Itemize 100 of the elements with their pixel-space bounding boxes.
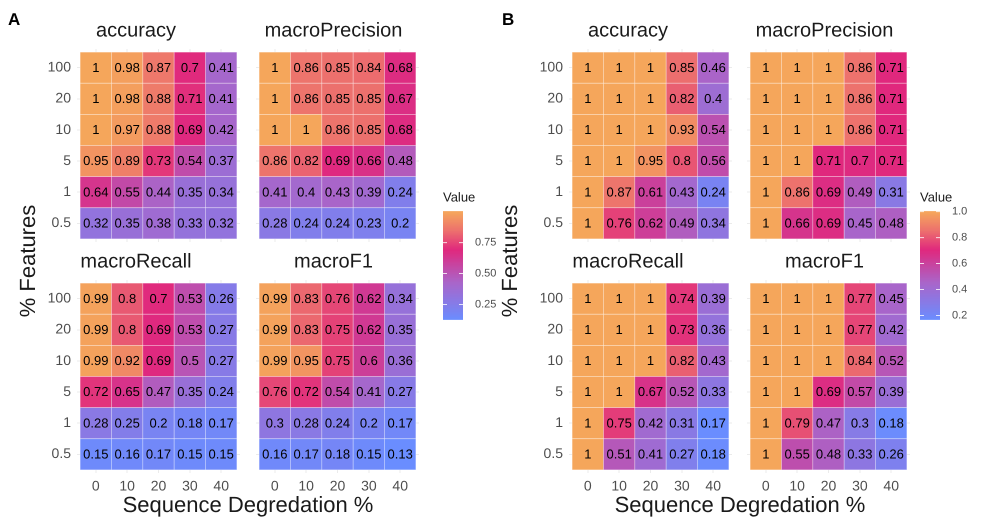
data-label: 0.65 — [114, 384, 140, 400]
y-tick-label: 100 — [48, 58, 72, 75]
color-bar-title: Value — [920, 189, 952, 204]
data-label: 0.99 — [83, 322, 108, 337]
data-label: 0.17 — [388, 415, 413, 430]
data-label: 0.79 — [784, 415, 810, 430]
data-label: 0.33 — [847, 446, 872, 462]
data-label: 0.97 — [114, 122, 140, 138]
data-label: 0.27 — [669, 446, 694, 462]
data-label: 0.76 — [324, 290, 350, 306]
data-label: 0.24 — [324, 215, 350, 230]
data-label: 0.3 — [266, 415, 284, 430]
data-label: 1 — [794, 153, 801, 168]
color-bar-label: 0.75 — [475, 236, 496, 249]
data-label: 0.24 — [324, 415, 350, 430]
data-label: 0.86 — [847, 60, 872, 75]
data-label: 1 — [762, 353, 770, 368]
data-label: 0.86 — [784, 184, 810, 200]
chart-title: accuracy — [588, 20, 668, 42]
data-label: 1 — [794, 290, 801, 306]
color-bar-label: 0.8 — [952, 232, 968, 244]
data-label: 0.87 — [606, 184, 632, 200]
data-label: 0.75 — [324, 353, 350, 368]
x-tick-label: 10 — [119, 477, 136, 494]
data-label: 0.62 — [638, 215, 664, 230]
data-label: 0.82 — [669, 353, 694, 368]
data-label: 0.73 — [146, 153, 172, 168]
data-label: 1 — [616, 353, 623, 368]
data-label: 0.77 — [847, 322, 872, 337]
data-label: 1 — [762, 153, 770, 168]
data-label: 0.45 — [878, 290, 904, 306]
color-bar-label: 0.2 — [952, 310, 968, 322]
data-label: 0.86 — [294, 60, 319, 75]
data-label: 0.76 — [606, 215, 632, 230]
y-tick-label: 0.5 — [52, 445, 72, 462]
data-label: 0.39 — [700, 290, 726, 306]
data-label: 0.82 — [669, 90, 694, 106]
data-label: 0.15 — [208, 446, 234, 462]
data-label: 0.3 — [850, 415, 869, 430]
data-label: 0.2 — [391, 215, 410, 230]
data-label: 1 — [584, 446, 592, 462]
data-label: 0.2 — [360, 415, 378, 430]
data-label: 0.73 — [669, 322, 694, 337]
data-label: 1 — [584, 184, 592, 200]
data-label: 0.95 — [638, 153, 664, 168]
data-label: 0.69 — [146, 322, 172, 337]
data-label: 1 — [824, 290, 832, 306]
data-label: 1 — [794, 90, 801, 106]
data-label: 0.16 — [262, 446, 288, 462]
data-label: 0.42 — [638, 415, 664, 430]
data-label: 0.99 — [262, 353, 288, 368]
data-label: 0.83 — [294, 322, 319, 337]
data-label: 0.52 — [669, 384, 694, 400]
data-label: 0.18 — [700, 446, 726, 462]
data-label: 1 — [584, 290, 592, 306]
data-label: 1 — [824, 322, 832, 337]
data-label: 0.15 — [356, 446, 382, 462]
y-tick-label: 0.5 — [544, 445, 564, 462]
data-label: 0.41 — [638, 446, 664, 462]
data-label: 1 — [271, 90, 278, 106]
data-label: 1 — [762, 215, 770, 230]
x-tick-label: 30 — [852, 477, 868, 494]
data-label: 0.36 — [388, 353, 413, 368]
data-label: 0.49 — [669, 215, 694, 230]
y-tick-label: 10 — [55, 352, 72, 368]
data-label: 1 — [584, 122, 592, 138]
data-label: 1 — [762, 184, 770, 200]
y-tick-label: 0.5 — [52, 214, 72, 230]
color-bar-label: 0.25 — [475, 298, 496, 311]
data-label: 0.95 — [83, 153, 108, 168]
data-label: 1 — [762, 290, 770, 306]
data-label: 0.8 — [672, 153, 691, 168]
y-tick-label: 20 — [547, 320, 564, 337]
y-tick-label: 1 — [555, 414, 564, 430]
x-tick-label: 40 — [213, 477, 230, 494]
data-label: 0.71 — [878, 90, 904, 106]
y-tick-label: 20 — [547, 90, 564, 106]
data-label: 0.16 — [114, 446, 140, 462]
data-label: 0.18 — [878, 415, 904, 430]
data-label: 0.69 — [816, 184, 842, 200]
data-label: 0.52 — [878, 353, 904, 368]
data-label: 1 — [92, 90, 100, 106]
data-label: 1 — [616, 122, 623, 138]
data-label: 0.75 — [606, 415, 632, 430]
x-tick-label: 40 — [883, 477, 900, 494]
data-label: 1 — [762, 90, 770, 106]
data-label: 0.23 — [356, 215, 382, 230]
data-label: 0.17 — [294, 446, 319, 462]
data-label: 1 — [271, 60, 278, 75]
data-label: 0.47 — [816, 415, 842, 430]
x-tick-label: 0 — [92, 477, 100, 494]
data-label: 0.28 — [262, 215, 288, 230]
data-label: 0.53 — [177, 290, 202, 306]
data-label: 0.44 — [146, 184, 172, 200]
data-label: 0.68 — [388, 122, 413, 138]
data-label: 1 — [646, 90, 654, 106]
data-label: 1 — [762, 122, 770, 138]
data-label: 1 — [584, 415, 592, 430]
y-tick-label: 5 — [63, 382, 72, 399]
data-label: 0.41 — [208, 90, 234, 106]
